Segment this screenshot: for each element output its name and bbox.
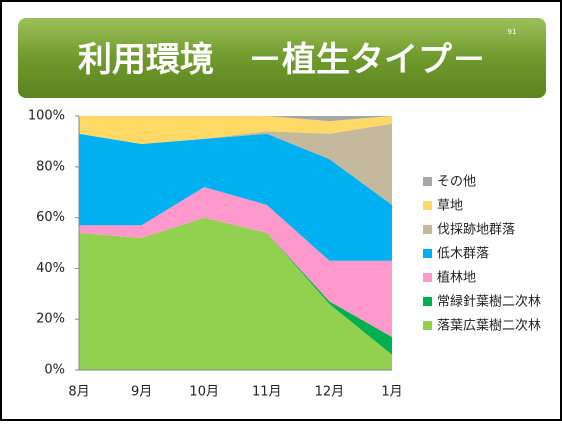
x-tick-label: 1月: [381, 385, 402, 400]
legend-swatch: [423, 225, 432, 234]
slide-number: 91: [508, 28, 517, 36]
area: [79, 116, 392, 122]
legend-label: 落葉広葉樹二次林: [437, 318, 541, 334]
chart-title: 利用環境 －植生タイプ－: [78, 40, 486, 80]
x-tick-label: 9月: [131, 385, 152, 400]
legend-label: 常緑針葉樹二次林: [437, 294, 541, 310]
area: [79, 187, 392, 337]
y-tick-label: 20%: [36, 312, 65, 327]
x-tick-label: 8月: [68, 385, 89, 400]
y-tick-label: 80%: [36, 159, 65, 174]
y-tick-label: 100%: [28, 109, 65, 124]
legend-label: その他: [437, 175, 476, 190]
legend-label: 伐採跡地群落: [437, 222, 515, 238]
x-tick-label: 11月: [252, 385, 282, 400]
area: [79, 116, 392, 144]
legend-label: 草地: [437, 199, 463, 214]
legend-swatch: [423, 249, 432, 258]
legend-swatch: [423, 321, 432, 330]
x-tick-label: 10月: [189, 385, 219, 400]
y-tick-label: 60%: [36, 210, 65, 225]
legend-label: 低木群落: [437, 247, 489, 262]
title-banner: [18, 18, 546, 98]
legend-swatch: [423, 297, 432, 306]
legend-label: 植林地: [437, 271, 476, 286]
legend-swatch: [423, 201, 432, 210]
area: [79, 123, 392, 205]
y-tick-label: 0%: [44, 363, 65, 378]
legend-swatch: [423, 273, 432, 282]
y-tick-label: 40%: [36, 261, 65, 276]
x-tick-label: 12月: [315, 385, 345, 400]
legend-swatch: [423, 177, 432, 186]
area: [79, 133, 392, 261]
area: [79, 217, 392, 370]
